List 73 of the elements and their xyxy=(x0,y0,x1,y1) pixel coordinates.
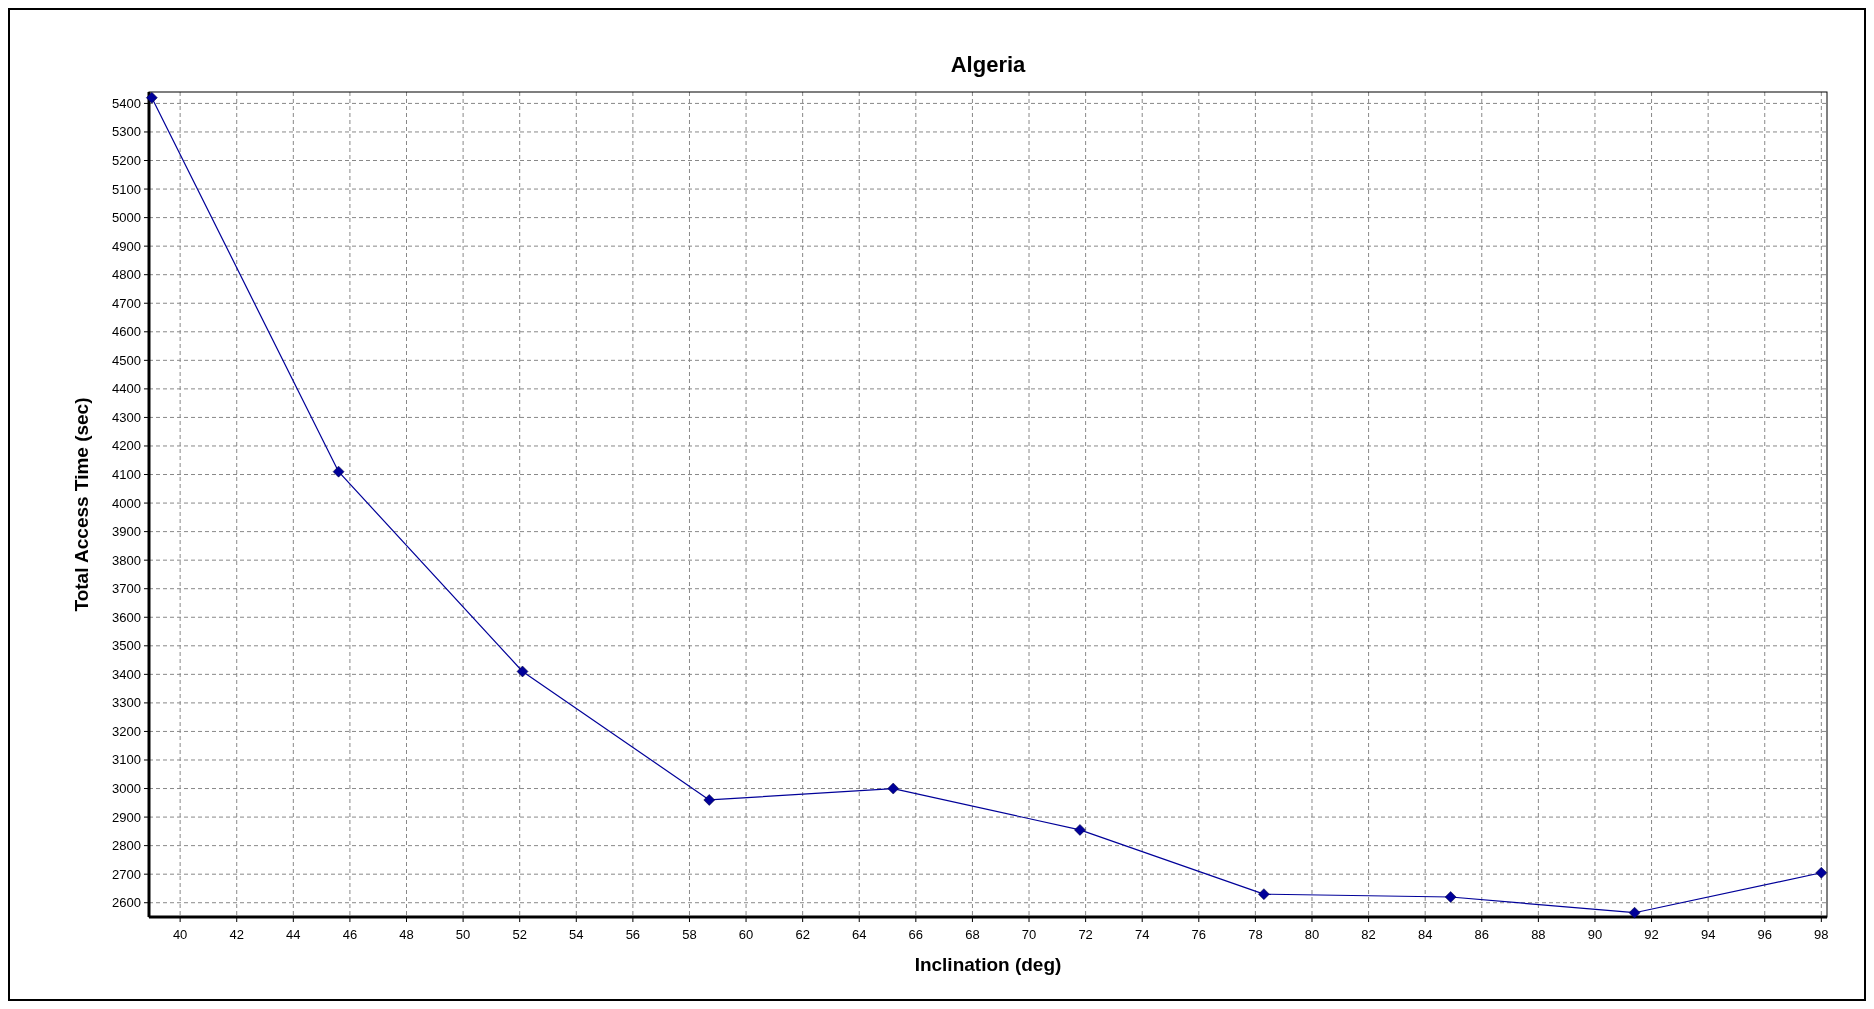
y-tick-label: 3400 xyxy=(112,666,141,682)
y-axis-title: Total Access Time (sec) xyxy=(71,397,92,612)
y-tick-label: 4900 xyxy=(112,238,141,254)
y-tick-label: 4200 xyxy=(112,438,141,454)
y-tick-label: 4800 xyxy=(112,267,141,283)
y-tick-label: 2600 xyxy=(112,895,141,911)
x-tick-label: 64 xyxy=(852,927,867,942)
x-tick-label: 46 xyxy=(342,927,358,942)
x-tick-label: 88 xyxy=(1531,927,1546,942)
x-tick-label: 58 xyxy=(682,927,697,942)
point xyxy=(516,665,529,678)
point xyxy=(887,782,899,795)
x-tick-label: 80 xyxy=(1304,927,1320,942)
x-tick-label: 44 xyxy=(286,927,301,942)
x-tick-label: 54 xyxy=(569,927,584,942)
y-tick-label: 3800 xyxy=(112,552,141,568)
x-tick-label: 82 xyxy=(1361,927,1376,942)
y-tick-label: 5000 xyxy=(112,210,141,226)
point xyxy=(1444,891,1457,903)
y-tick-label: 5300 xyxy=(112,124,141,140)
x-tick-label: 68 xyxy=(965,927,980,942)
y-tick-label: 4300 xyxy=(112,409,141,425)
y-tick-label: 4700 xyxy=(112,295,141,311)
chart-title: Algeria xyxy=(950,52,1027,77)
x-tick-label: 48 xyxy=(399,927,414,942)
x-tick-label: 74 xyxy=(1134,927,1150,942)
x-tick-label: 72 xyxy=(1078,927,1093,942)
y-tick-label: 3000 xyxy=(112,781,141,797)
point xyxy=(332,465,345,478)
y-tick-label: 4100 xyxy=(112,467,141,483)
x-tick-label: 96 xyxy=(1757,927,1772,942)
point xyxy=(703,794,716,806)
x-tick-label: 42 xyxy=(229,927,244,942)
y-tick-label: 4600 xyxy=(112,324,141,340)
point xyxy=(1628,906,1641,919)
y-tick-label: 3200 xyxy=(112,723,141,739)
x-tick-label: 90 xyxy=(1587,927,1603,942)
y-tick-label: 3100 xyxy=(112,752,141,768)
y-tick-label: 3500 xyxy=(112,638,141,654)
x-tick-label: 92 xyxy=(1644,927,1659,942)
y-tick-label: 4400 xyxy=(112,381,141,397)
x-tick-label: 86 xyxy=(1474,927,1490,942)
point xyxy=(1258,888,1270,900)
y-tick-label: 3700 xyxy=(112,581,141,597)
y-tick-label: 4500 xyxy=(112,352,141,368)
x-axis-title: Inclination (deg) xyxy=(914,954,1062,975)
x-tick-label: 98 xyxy=(1814,927,1829,942)
y-tick-label: 4000 xyxy=(112,495,141,511)
x-tick-label: 56 xyxy=(625,927,641,942)
point xyxy=(1815,867,1828,879)
point xyxy=(146,91,158,104)
x-tick-label: 70 xyxy=(1021,927,1037,942)
x-tick-label: 66 xyxy=(908,927,924,942)
y-tick-label: 2900 xyxy=(112,809,141,825)
point xyxy=(1074,824,1086,836)
x-tick-label: 94 xyxy=(1700,927,1716,942)
x-tick-label: 60 xyxy=(738,927,754,942)
y-tick-label: 5100 xyxy=(112,181,141,197)
y-tick-label: 5200 xyxy=(112,153,141,169)
y-tick-label: 3900 xyxy=(112,524,141,540)
y-tick-label: 3600 xyxy=(112,609,141,625)
line-series xyxy=(146,91,1828,919)
x-tick-label: 76 xyxy=(1191,927,1207,942)
x-tick-label: 40 xyxy=(172,927,188,942)
x-tick-label: 84 xyxy=(1417,927,1433,942)
x-tick-label: 50 xyxy=(455,927,471,942)
x-tick-label: 62 xyxy=(795,927,810,942)
x-tick-label: 52 xyxy=(512,927,527,942)
y-tick-label: 5400 xyxy=(112,95,141,111)
x-tick-label: 78 xyxy=(1248,927,1263,942)
y-tick-label: 3300 xyxy=(112,695,141,711)
y-tick-label: 2700 xyxy=(112,866,141,882)
y-tick-label: 2800 xyxy=(112,838,141,854)
